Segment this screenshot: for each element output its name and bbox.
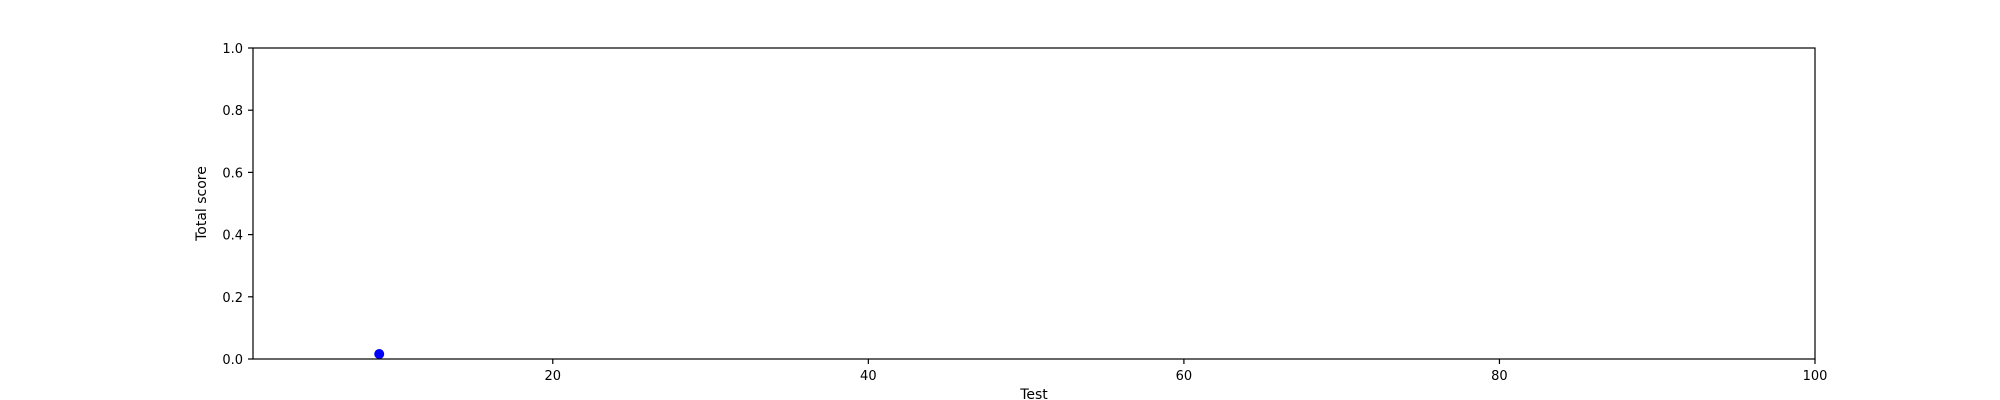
y-tick-label: 1.0 (222, 42, 243, 57)
x-tick-label: 100 (1803, 369, 1828, 384)
data-point (374, 349, 385, 360)
y-axis-ticks: 0.0 0.2 0.4 0.6 0.8 1.0 (222, 42, 253, 368)
x-axis-ticks: 20 40 60 80 100 (545, 359, 1828, 384)
plot-frame (252, 47, 1816, 360)
y-tick-label: 0.2 (222, 291, 243, 306)
y-tick-label: 0.4 (222, 229, 243, 244)
scatter-points (374, 349, 385, 360)
x-axis-label: Test (1019, 387, 1048, 400)
x-tick-label: 80 (1491, 369, 1508, 384)
y-tick-label: 0.8 (222, 104, 243, 119)
x-tick-label: 40 (860, 369, 877, 384)
x-tick-label: 20 (545, 369, 562, 384)
y-axis-label: Total score (194, 166, 210, 242)
x-tick-label: 60 (1176, 369, 1193, 384)
y-tick-label: 0.6 (222, 166, 243, 181)
y-tick-label: 0.0 (222, 353, 243, 368)
